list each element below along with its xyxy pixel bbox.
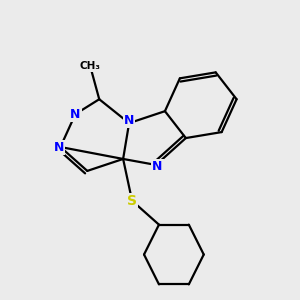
Text: N: N: [70, 108, 80, 121]
Text: CH₃: CH₃: [80, 61, 101, 71]
Text: N: N: [54, 140, 64, 154]
Text: N: N: [124, 114, 134, 127]
Text: N: N: [152, 160, 163, 173]
Text: S: S: [127, 194, 137, 208]
